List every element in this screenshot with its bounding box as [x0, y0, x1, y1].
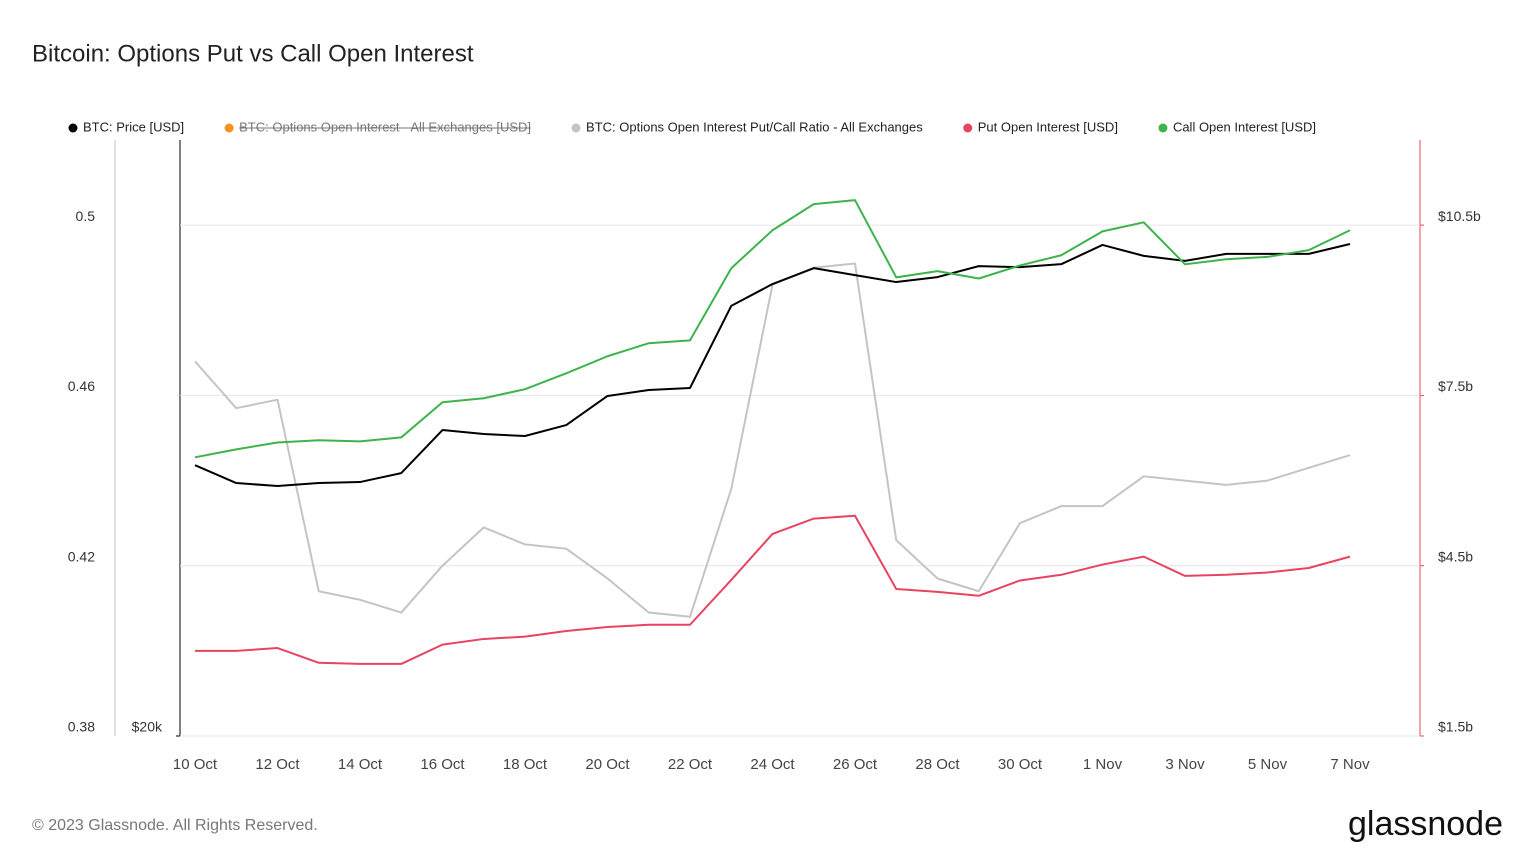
y2-tick-label: $1.5b [1438, 719, 1473, 735]
legend-marker [68, 123, 78, 133]
legend-label: Put Open Interest [USD] [978, 119, 1118, 134]
y2-tick-label: $7.5b [1438, 378, 1473, 394]
logo: glassnode [1348, 805, 1503, 843]
x-tick-label: 18 Oct [503, 756, 548, 773]
x-tick-label: 12 Oct [255, 756, 300, 773]
x-tick-label: 30 Oct [998, 756, 1043, 773]
legend-marker [963, 123, 973, 133]
legend-marker [571, 123, 581, 133]
series-line [194, 199, 1351, 459]
x-tick-label: 28 Oct [915, 756, 960, 773]
legend-marker [224, 123, 234, 133]
x-tick-label: 5 Nov [1248, 756, 1288, 773]
y-tick-label: 0.5 [76, 208, 96, 224]
legend-marker [1158, 123, 1168, 133]
x-tick-label: 22 Oct [668, 756, 713, 773]
x-tick-label: 26 Oct [833, 756, 878, 773]
x-tick-label: 1 Nov [1083, 756, 1123, 773]
x-tick-label: 20 Oct [585, 756, 630, 773]
y-tick-label: 0.46 [68, 378, 95, 394]
legend-label: BTC: Options Open Interest Put/Call Rati… [586, 119, 923, 134]
x-tick-label: 7 Nov [1330, 756, 1370, 773]
x-tick-label: 24 Oct [750, 756, 795, 773]
x-tick-label: 3 Nov [1165, 756, 1205, 773]
chart-title: Bitcoin: Options Put vs Call Open Intere… [32, 40, 474, 67]
x-tick-label: 16 Oct [420, 756, 465, 773]
y2-tick-label: $4.5b [1438, 548, 1473, 564]
legend-label: Call Open Interest [USD] [1173, 119, 1316, 134]
y2-tick-label: $10.5b [1438, 208, 1481, 224]
legend-label: BTC: Options Open Interest - All Exchang… [239, 119, 531, 134]
x-tick-label: 14 Oct [338, 756, 383, 773]
series-line [195, 514, 1351, 665]
series-line [194, 242, 1351, 488]
footer: © 2023 Glassnode. All Rights Reserved. [32, 817, 318, 834]
y-tick-label: 0.42 [68, 548, 95, 564]
y-tick-label: 0.38 [68, 719, 95, 735]
y3-tick-label: $20k [132, 719, 163, 735]
legend-label: BTC: Price [USD] [83, 119, 184, 134]
x-tick-label: 10 Oct [173, 756, 218, 773]
